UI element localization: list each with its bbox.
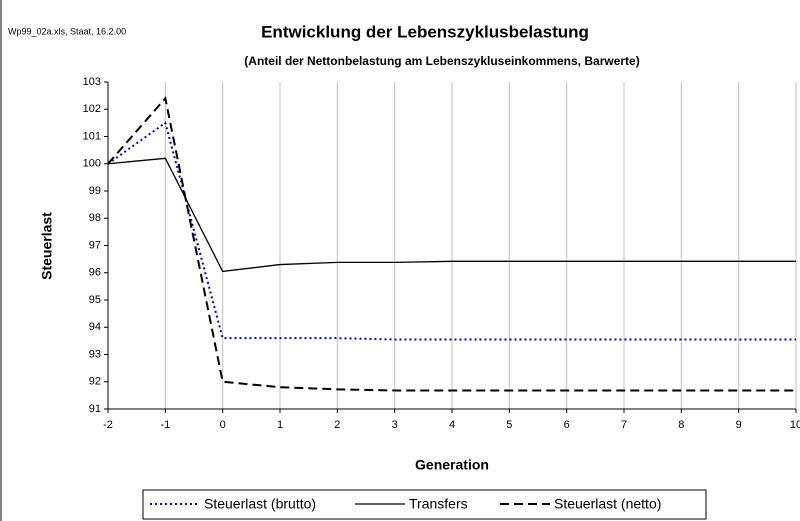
y-tick-label: 95 <box>89 294 101 306</box>
series-line <box>107 157 796 273</box>
y-tick-label: 101 <box>83 130 101 142</box>
y-tick-label: 100 <box>83 158 101 170</box>
x-tick-label: -2 <box>103 419 113 431</box>
legend-label: Steuerlast (brutto) <box>204 496 316 512</box>
legend-label: Steuerlast (netto) <box>554 496 661 512</box>
x-axis-label: Generation <box>415 457 489 473</box>
y-tick-label: 102 <box>83 103 101 115</box>
x-tick-label: 2 <box>334 419 340 431</box>
x-tick-label: 9 <box>736 419 742 431</box>
legend-box <box>142 489 707 520</box>
y-tick-label: 98 <box>89 212 101 224</box>
chart-title: Entwicklung der Lebenszyklusbelastung <box>261 22 589 41</box>
x-tick-label: 7 <box>621 419 627 431</box>
series-line <box>107 96 796 392</box>
x-tick-label: 0 <box>220 419 226 431</box>
y-tick-label: 92 <box>89 376 101 388</box>
y-axis-label: Steuerlast <box>39 212 55 280</box>
x-tick-label: 6 <box>564 419 570 431</box>
y-tick-label: 91 <box>89 403 101 415</box>
y-tick-label: 103 <box>83 76 101 88</box>
y-tick-label: 97 <box>89 239 101 251</box>
file-note: Wp99_02a.xls, Staat, 16.2.00 <box>8 26 126 36</box>
x-tick-label: 5 <box>506 419 512 431</box>
chart-subtitle: (Anteil der Nettonbelastung am Lebenszyk… <box>244 54 639 68</box>
y-tick-label: 94 <box>89 321 101 333</box>
x-tick-label: -1 <box>160 419 170 431</box>
y-tick-label: 99 <box>89 185 101 197</box>
x-tick-label: 8 <box>678 419 684 431</box>
y-tick-label: 96 <box>89 267 101 279</box>
x-tick-label: 10 <box>790 419 800 431</box>
legend-label: Transfers <box>409 496 468 512</box>
x-tick-label: 1 <box>277 419 283 431</box>
x-tick-label: 4 <box>449 419 455 431</box>
y-tick-label: 93 <box>89 348 101 360</box>
series-line <box>107 121 796 341</box>
x-tick-label: 3 <box>392 419 398 431</box>
